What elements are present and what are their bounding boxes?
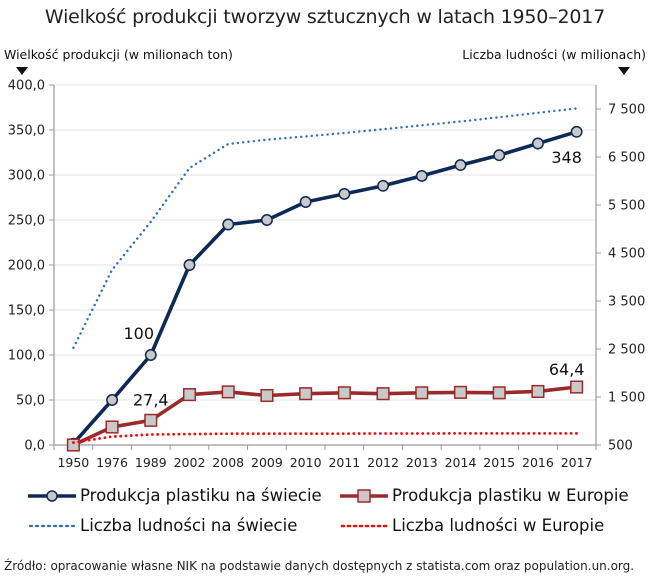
x-axis-tick-label: 1976 [96,455,128,470]
data-point [454,159,467,172]
left-axis-tick-label: 150,0 [8,304,45,319]
right-axis-tick-label: 1 500 [608,391,645,406]
left-axis-arrow-icon [16,67,28,75]
data-point [260,214,273,226]
data-point [299,196,312,208]
legend-dotted-line-icon [340,524,388,527]
right-axis-tick-label: 2 500 [608,343,645,358]
legend-label: Produkcja plastiku w Europie [392,486,629,505]
data-point [144,413,158,427]
data-point [453,385,468,399]
chart-title: Wielkość produkcji tworzyw sztucznych w … [44,6,606,28]
right-axis-arrow-icon [618,67,630,75]
right-axis-tick-label: 6 500 [608,151,645,166]
x-axis-tick-label: 1950 [57,455,89,470]
left-axis-title: Wielkość produkcji (w milionach ton) [4,47,233,62]
data-point [66,438,80,452]
x-axis-tick-label: 1989 [135,455,167,470]
x-axis-tick-label: 2009 [251,455,283,470]
left-axis-tick-label: 300,0 [8,169,45,184]
legend-item-europe-population: Liczba ludności w Europie [340,516,604,535]
left-axis-tick-label: 200,0 [8,259,45,274]
x-axis-tick-label: 2015 [483,455,515,470]
x-axis-tick-label: 2008 [212,455,244,470]
x-axis-tick-label: 2016 [522,455,554,470]
data-point [299,387,313,401]
data-label: 64,4 [549,360,585,379]
data-point [376,387,390,401]
data-point [531,137,544,150]
legend-item-world-production: Produkcja plastiku na świecie [28,486,322,505]
legend-line-square-icon [340,488,388,503]
chart-plot: 0,0 50,0 100,0 150,0 200,0 250,0 300,0 350,0 400… [8,79,645,471]
data-point [222,218,235,231]
data-point [531,384,545,398]
right-axis-tick-label: 4 500 [608,247,645,262]
data-point [493,149,506,162]
data-point [106,394,119,406]
data-point [492,386,506,400]
x-axis-tick-label: 2013 [406,455,438,470]
data-point [182,388,197,402]
series-line-produkcja-plastiku-na-wiecie [72,130,578,445]
series-line-liczba-ludno-ci-w-europie [72,432,578,444]
data-point [183,259,196,271]
legend-item-europe-production: Produkcja plastiku w Europie [340,486,629,505]
x-axis-tick-label: 2010 [290,455,322,470]
x-axis-tick-label: 2011 [328,455,360,470]
data-point [260,388,274,403]
legend-item-world-population: Liczba ludności na świecie [28,516,297,535]
legend-label: Produkcja plastiku na świecie [80,486,322,505]
data-label: 100 [124,324,155,343]
right-axis-tick-label: 7 500 [608,103,645,118]
source-note: Źródło: opracowanie własne NIK na podsta… [4,559,635,573]
right-axis-title: Liczba ludności (w milionach) [462,47,646,62]
x-axis-tick-label: 2014 [445,455,477,470]
data-point [570,125,583,138]
right-axis-tick-label: 3 500 [608,295,645,310]
left-axis-tick-label: 400,0 [8,79,45,94]
x-axis-tick-label: 2002 [174,455,206,470]
data-point [221,385,235,399]
left-axis-tick-label: 350,0 [8,124,45,139]
x-axis-tick-label: 2012 [367,455,399,470]
legend-dotted-line-icon [28,524,76,527]
left-axis-tick-label: 100,0 [8,349,45,364]
series-line-liczba-ludno-ci-na-wiecie [72,107,578,349]
data-label: 348 [551,148,582,167]
data-point [105,420,119,434]
x-axis-tick-label: 2017 [561,455,593,470]
data-point [415,169,428,182]
data-point [415,386,429,400]
data-point [377,179,390,192]
data-point [144,349,157,361]
legend-line-circle-icon [28,489,76,502]
left-axis-tick-label: 50,0 [16,394,45,409]
right-axis-tick-label: 5 500 [608,199,645,214]
legend-label: Liczba ludności na świecie [80,516,298,535]
data-point [337,386,351,400]
left-axis-tick-label: 250,0 [8,214,45,229]
legend-label: Liczba ludności w Europie [392,516,605,535]
right-axis-tick-label: 500 [608,439,633,454]
data-point [338,187,351,200]
left-axis-tick-label: 0,0 [24,439,45,454]
data-label: 27,4 [133,390,169,409]
data-point [570,380,584,394]
